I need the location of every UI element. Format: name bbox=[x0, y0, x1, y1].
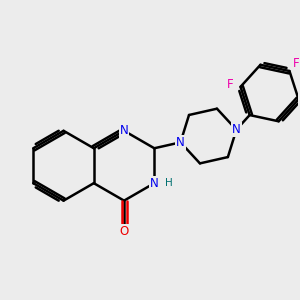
Text: N: N bbox=[120, 124, 128, 137]
Text: N: N bbox=[232, 123, 241, 136]
Text: F: F bbox=[227, 78, 234, 91]
Text: H: H bbox=[165, 178, 173, 188]
Text: F: F bbox=[293, 57, 300, 70]
Text: O: O bbox=[119, 224, 129, 238]
Text: N: N bbox=[176, 136, 185, 149]
Text: N: N bbox=[150, 177, 159, 190]
